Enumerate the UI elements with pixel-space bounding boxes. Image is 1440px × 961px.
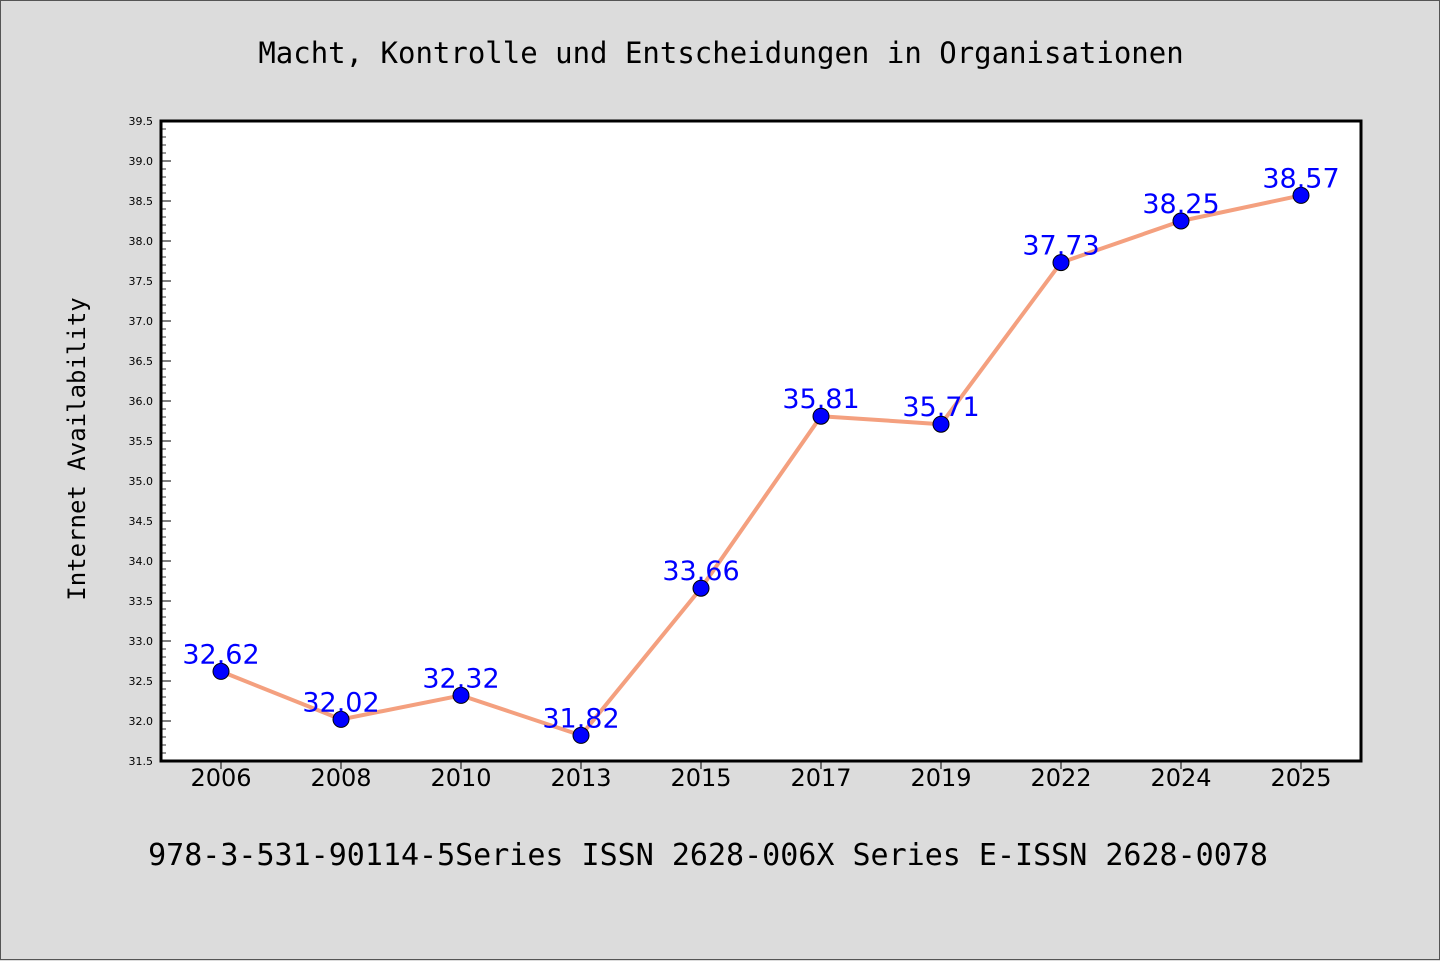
plot-border xyxy=(159,119,1363,763)
y-tick-label: 33.5 xyxy=(129,595,154,608)
data-point xyxy=(572,726,590,744)
chart-title: Macht, Kontrolle und Entscheidungen in O… xyxy=(258,36,1183,70)
footer-text: 978-3-531-90114-5Series ISSN 2628-006X S… xyxy=(148,838,1268,873)
data-label: 37.73 xyxy=(1022,231,1099,262)
data-label: 32.32 xyxy=(422,663,499,694)
data-point xyxy=(1172,212,1190,230)
x-axis-ticks: 2006 2008 2010 2013 2015 2017 2019 2022 2024 2025 xyxy=(190,761,1332,792)
y-tick-label: 31.5 xyxy=(129,755,154,768)
x-tick-label: 2010 xyxy=(430,764,491,792)
x-tick-label: 2006 xyxy=(190,764,251,792)
data-point xyxy=(692,579,710,597)
y-tick-label: 32.0 xyxy=(129,715,154,728)
y-tick-label: 34.5 xyxy=(129,515,154,528)
y-tick-label: 36.0 xyxy=(129,395,154,408)
y-tick-label: 34.0 xyxy=(129,555,154,568)
y-tick-label: 38.5 xyxy=(129,195,154,208)
y-axis-label: Internet Availability xyxy=(63,297,91,600)
x-tick-label: 2025 xyxy=(1270,764,1331,792)
y-tick-label: 38.0 xyxy=(129,235,154,248)
data-label: 33.66 xyxy=(662,556,739,587)
x-tick-label: 2019 xyxy=(910,764,971,792)
data-label: 38.57 xyxy=(1262,163,1339,194)
y-tick-label: 32.5 xyxy=(129,675,154,688)
y-tick-label: 35.0 xyxy=(129,475,154,488)
x-tick-label: 2024 xyxy=(1150,764,1211,792)
data-point xyxy=(812,407,830,425)
y-tick-label: 39.5 xyxy=(129,115,154,128)
data-label: 31.82 xyxy=(542,703,619,734)
x-tick-label: 2015 xyxy=(670,764,731,792)
data-point xyxy=(332,710,350,728)
data-label: 32.62 xyxy=(182,639,259,670)
y-tick-label: 35.5 xyxy=(129,435,154,448)
data-label: 32.02 xyxy=(302,687,379,718)
y-tick-label: 33.0 xyxy=(129,635,154,648)
x-tick-label: 2008 xyxy=(310,764,371,792)
y-tick-label: 37.0 xyxy=(129,315,154,328)
data-point xyxy=(1292,186,1310,204)
y-axis-ticks: 31.5 32.0 32.5 33.0 33.5 34.0 34.5 35.0 35.5 36.0… xyxy=(129,115,171,768)
y-tick-label: 37.5 xyxy=(129,275,154,288)
x-tick-label: 2017 xyxy=(790,764,851,792)
data-point xyxy=(452,686,470,704)
series-line xyxy=(220,193,1302,738)
data-point xyxy=(212,662,230,680)
data-point xyxy=(1052,254,1070,272)
x-tick-label: 2013 xyxy=(550,764,611,792)
x-tick-label: 2022 xyxy=(1030,764,1091,792)
y-tick-label: 39.0 xyxy=(129,155,154,168)
data-labels: 32.62 32.02 32.32 31.82 33.66 35.81 35.71 37.73… xyxy=(182,163,1339,734)
data-label: 35.71 xyxy=(902,392,979,423)
data-point xyxy=(932,415,950,433)
y-tick-label: 36.5 xyxy=(129,355,154,368)
data-label: 35.81 xyxy=(782,384,859,415)
data-label: 38.25 xyxy=(1142,189,1219,220)
series xyxy=(212,186,1310,744)
